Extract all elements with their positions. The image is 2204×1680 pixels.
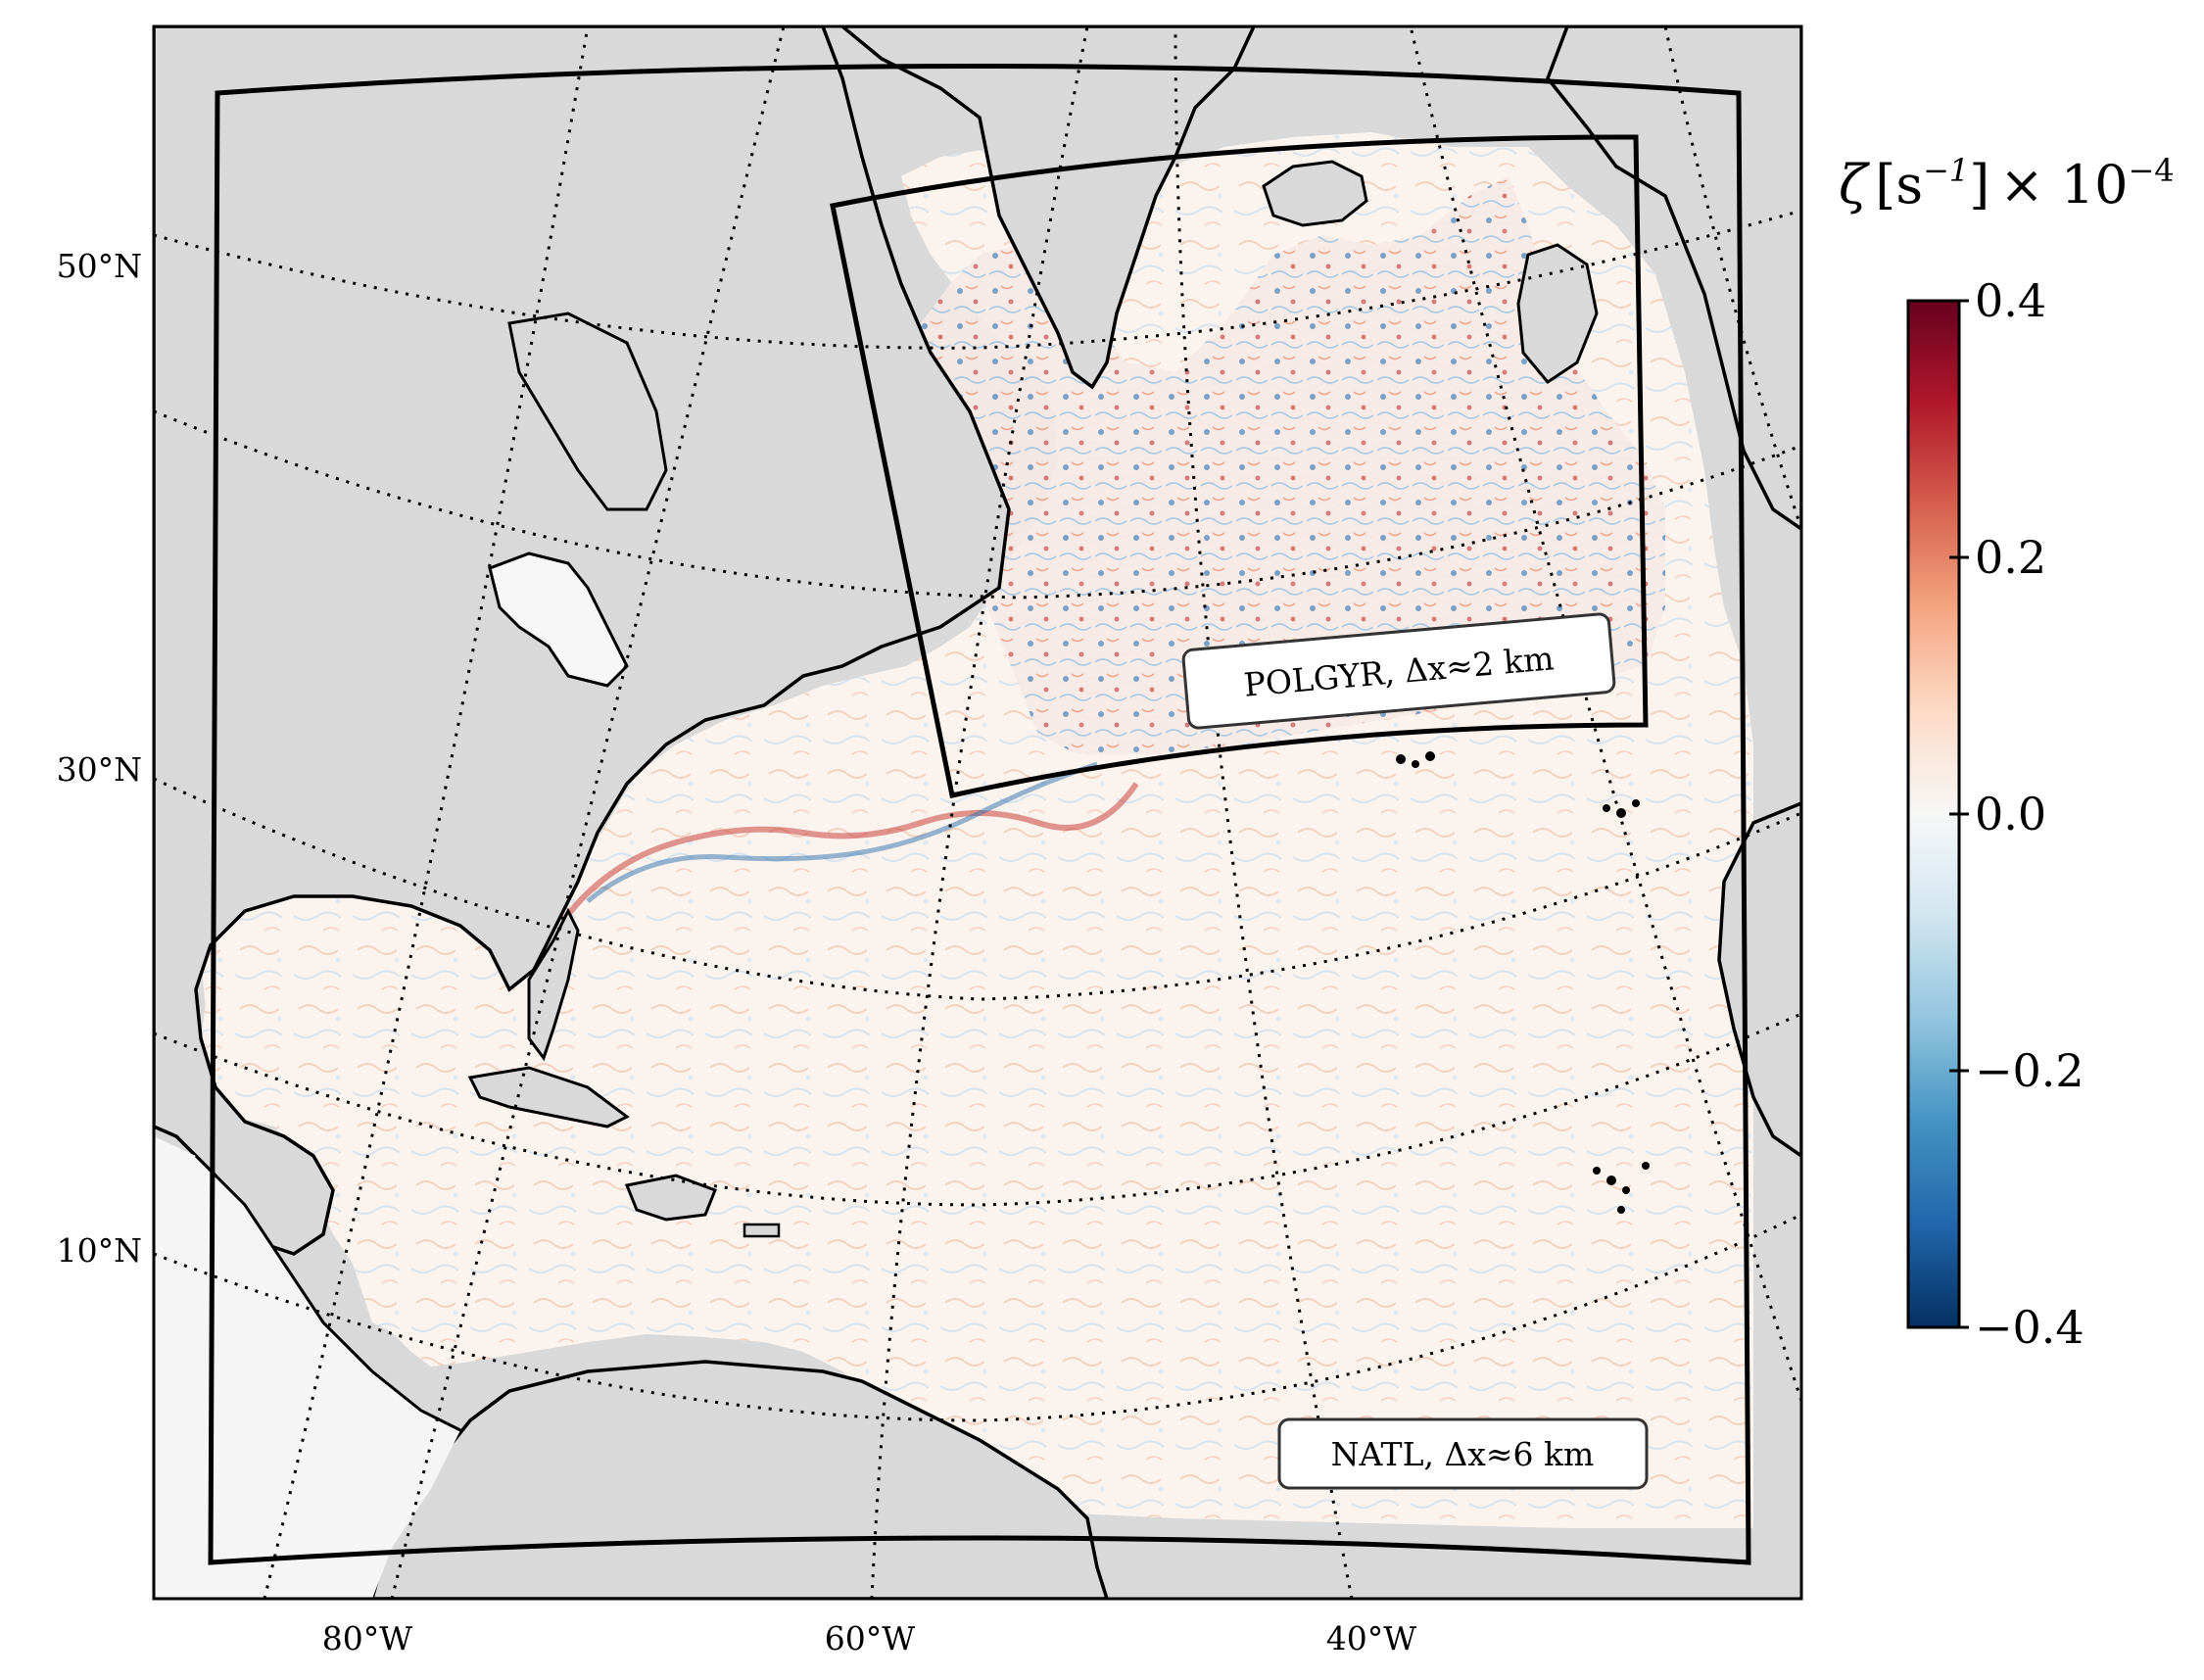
gulf-stream-band-blue <box>586 761 1098 903</box>
hudson-bay <box>507 312 668 511</box>
polgyr-label-box: POLGYR, Δx≈2 km <box>1181 612 1616 730</box>
land-greenland <box>839 26 1256 390</box>
lon-label-80w: 80°W <box>322 1619 412 1657</box>
colorbar-title: ζ [s−1] × 10−4 <box>1839 152 2175 216</box>
land-british-isles <box>1516 243 1599 384</box>
polgyr-domain-outline <box>830 134 1649 798</box>
lat-label-10n: 10°N <box>57 1231 142 1270</box>
meridian-60w <box>870 26 1089 1599</box>
gulf-stream-band <box>560 782 1139 923</box>
colorbar: ζ [s−1] × 10−4 0.4 0.2 0.0 −0.2 −0.4 <box>1839 152 2175 1354</box>
natl-domain-outline <box>208 64 1751 1565</box>
lat-label-50n: 50°N <box>57 247 142 285</box>
meridian-50w <box>1174 26 1354 1599</box>
land-puerto-rico <box>743 1223 781 1238</box>
colorbar-title-scale: × 10 <box>1999 154 2128 216</box>
meridian-40w <box>1409 26 1801 1402</box>
colorbar-tick-label: −0.2 <box>1975 1044 2084 1097</box>
colorbar-title-symbol: ζ <box>1839 154 1870 216</box>
atlantic-islands <box>1396 751 1650 1214</box>
colorbar-tick-label: 0.0 <box>1975 788 2046 840</box>
colorbar-title-unit: [s <box>1875 154 1923 216</box>
colorbar-title-scale-exp: −4 <box>2128 152 2174 189</box>
colorbar-title-unit-close: ] <box>1969 154 1989 216</box>
colorbar-tick-label: −0.4 <box>1975 1301 2084 1354</box>
lat-label-30n: 30°N <box>57 750 142 789</box>
map-panel <box>154 26 1801 1599</box>
colorbar-ticks: 0.4 0.2 0.0 −0.2 −0.4 <box>1949 274 2084 1354</box>
lon-label-40w: 40°W <box>1326 1619 1416 1657</box>
latitude-labels: 50°N 30°N 10°N <box>57 247 142 1270</box>
longitude-labels: 80°W 60°W 40°W <box>322 1619 1416 1657</box>
natl-label-frame <box>1277 1417 1649 1490</box>
polgyr-label-frame <box>1181 612 1616 730</box>
gulf-of-mexico <box>201 887 529 1068</box>
colorbar-tick-label: 0.4 <box>1975 274 2046 327</box>
graticule <box>154 26 1801 1599</box>
pacific-outside-domain <box>154 1136 460 1599</box>
lon-label-60w: 60°W <box>825 1619 915 1657</box>
colorbar-title-unit-exp: −1 <box>1923 152 1969 189</box>
land-hispaniola <box>624 1174 717 1222</box>
meridian-80w <box>390 26 786 1599</box>
great-lakes <box>488 552 629 688</box>
caribbean-sea <box>294 1127 862 1367</box>
colorbar-tick-label: 0.2 <box>1975 531 2046 584</box>
subpolar-eddy-field <box>921 176 1665 754</box>
natl-label: NATL, Δx≈6 km <box>1331 1435 1595 1473</box>
parallel-50n <box>154 209 1801 350</box>
land-iceland <box>1262 160 1368 227</box>
natl-label-box: NATL, Δx≈6 km <box>1277 1417 1649 1490</box>
map-frame <box>152 24 1803 1601</box>
meridian-70w <box>263 26 590 1599</box>
land-cuba <box>467 1066 630 1128</box>
central-america-coast <box>194 1154 461 1432</box>
